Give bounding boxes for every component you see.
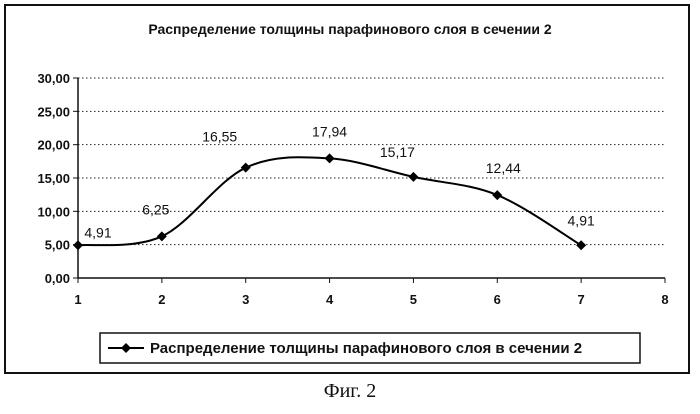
x-tick-label: 1	[74, 292, 81, 307]
data-label: 17,94	[312, 123, 347, 139]
axes: 0,00 5,00 10,00 15,00 20,00 25,00 30,00 1 2 3 4 5 6 7…	[37, 71, 668, 307]
data-point-marker	[576, 240, 586, 250]
data-point-marker	[408, 172, 418, 182]
y-tick-label: 10,00	[37, 204, 70, 219]
data-point-marker	[241, 163, 251, 173]
data-label: 6,25	[142, 201, 169, 217]
x-tick-label: 8	[661, 292, 668, 307]
y-tick-label: 20,00	[37, 138, 70, 153]
figure-caption: Фиг. 2	[0, 380, 700, 403]
x-tick-label: 2	[158, 292, 165, 307]
data-point-marker	[73, 240, 83, 250]
chart-title: Распределение толщины парафинового слоя …	[148, 21, 552, 37]
data-label: 12,44	[486, 160, 521, 176]
y-tick-label: 15,00	[37, 171, 70, 186]
data-label: 15,17	[380, 144, 415, 160]
x-tick-label: 4	[326, 292, 334, 307]
data-label: 4,91	[84, 224, 111, 240]
data-labels: 4,91 6,25 16,55 17,94 15,17 12,44 4,91	[84, 123, 595, 240]
data-label: 16,55	[202, 129, 237, 145]
y-tick-label: 5,00	[45, 238, 70, 253]
y-tick-label: 0,00	[45, 271, 70, 286]
data-point-marker	[325, 153, 335, 163]
data-point-marker	[157, 231, 167, 241]
data-label: 4,91	[568, 212, 595, 228]
y-tick-label: 30,00	[37, 71, 70, 86]
legend: Распределение толщины парафинового слоя …	[100, 333, 640, 363]
x-tick-label: 3	[242, 292, 249, 307]
x-tick-label: 7	[578, 292, 585, 307]
line-chart: Распределение толщины парафинового слоя …	[0, 0, 700, 378]
x-tick-label: 6	[494, 292, 501, 307]
legend-label: Распределение толщины парафинового слоя …	[150, 340, 582, 357]
y-tick-label: 25,00	[37, 104, 70, 119]
data-point-marker	[492, 190, 502, 200]
x-tick-label: 5	[410, 292, 417, 307]
